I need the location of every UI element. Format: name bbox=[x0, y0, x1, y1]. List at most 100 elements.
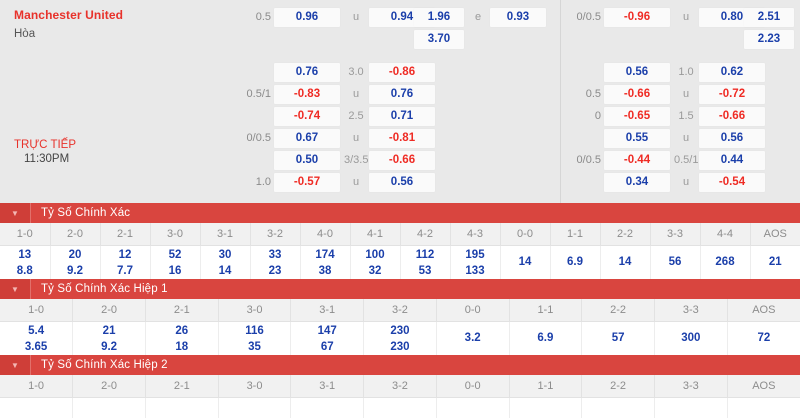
team-name[interactable]: Manchester United bbox=[14, 8, 214, 22]
score-cell-4-4[interactable]: 268 bbox=[700, 246, 750, 280]
score-value-home: 100 bbox=[351, 247, 400, 263]
odds-1x2-away[interactable]: 0.93 bbox=[490, 8, 546, 27]
score-cell-0-0[interactable]: 3.2 bbox=[436, 322, 509, 356]
odds-far-right-top[interactable]: 2.51 bbox=[744, 8, 794, 27]
score-cell-3-2[interactable] bbox=[364, 398, 437, 418]
column-header-2-0: 2-0 bbox=[50, 223, 100, 246]
odds-1x2-draw[interactable]: 3.70 bbox=[414, 30, 464, 49]
score-cell-3-3[interactable]: 300 bbox=[654, 322, 727, 356]
right-odd-a-0[interactable]: -0.96 bbox=[604, 8, 670, 27]
section-header-3[interactable]: ▼Tỷ Số Chính Xác Hiệp 2 bbox=[0, 355, 800, 375]
column-header-1-0: 1-0 bbox=[0, 299, 73, 322]
section-title: Tỷ Số Chính Xác Hiệp 2 bbox=[31, 359, 168, 371]
odds-column-divider bbox=[560, 0, 561, 203]
score-cell-3-1[interactable] bbox=[291, 398, 364, 418]
column-header-2-2: 2-2 bbox=[600, 223, 650, 246]
right-odd-a-6[interactable]: -0.44 bbox=[604, 151, 670, 170]
left-odd-b-4[interactable]: 0.71 bbox=[369, 107, 435, 126]
left-odd-b-6[interactable]: -0.66 bbox=[369, 151, 435, 170]
score-cell-2-0[interactable] bbox=[73, 398, 146, 418]
score-value-away: 38 bbox=[301, 263, 350, 279]
score-cell-3-0[interactable] bbox=[218, 398, 291, 418]
right-odd-a-2[interactable]: 0.56 bbox=[604, 63, 670, 82]
left-odd-b-5[interactable]: -0.81 bbox=[369, 129, 435, 148]
section-header-2[interactable]: ▼Tỷ Số Chính Xác Hiệp 1 bbox=[0, 279, 800, 299]
right-odd-b-6[interactable]: 0.44 bbox=[699, 151, 765, 170]
right-odd-b-7[interactable]: -0.54 bbox=[699, 173, 765, 192]
score-cell-1-1[interactable]: 6.9 bbox=[550, 246, 600, 280]
score-cell-AOS[interactable] bbox=[727, 398, 800, 418]
score-cell-0-0[interactable]: 14 bbox=[500, 246, 550, 280]
left-odd-a-0[interactable]: 0.96 bbox=[274, 8, 340, 27]
right-odd-a-7[interactable]: 0.34 bbox=[604, 173, 670, 192]
right-odd-a-3[interactable]: -0.66 bbox=[604, 85, 670, 104]
score-cell-1-1[interactable] bbox=[509, 398, 582, 418]
chevron-down-icon[interactable]: ▼ bbox=[0, 355, 30, 375]
left-odd-b-2[interactable]: -0.86 bbox=[369, 63, 435, 82]
right-odd-b-5[interactable]: 0.56 bbox=[699, 129, 765, 148]
chevron-down-icon[interactable]: ▼ bbox=[0, 279, 30, 299]
right-flag-0: u bbox=[674, 8, 698, 27]
score-cell-3-3[interactable] bbox=[654, 398, 727, 418]
odds-far-right-bottom[interactable]: 2.23 bbox=[744, 30, 794, 49]
right-odd-b-3[interactable]: -0.72 bbox=[699, 85, 765, 104]
column-header-4-2: 4-2 bbox=[400, 223, 450, 246]
score-cell-2-2[interactable]: 14 bbox=[600, 246, 650, 280]
score-cell-1-0[interactable] bbox=[0, 398, 73, 418]
left-odd-a-3[interactable]: -0.83 bbox=[274, 85, 340, 104]
score-value-home: 112 bbox=[401, 247, 450, 263]
odds-1x2-home[interactable]: 1.96 bbox=[414, 8, 464, 27]
left-odd-a-4[interactable]: -0.74 bbox=[274, 107, 340, 126]
score-cell-2-2[interactable]: 57 bbox=[582, 322, 655, 356]
score-cell-1-1[interactable]: 6.9 bbox=[509, 322, 582, 356]
right-odd-b-4[interactable]: -0.66 bbox=[699, 107, 765, 126]
score-cell-3-3[interactable]: 56 bbox=[650, 246, 700, 280]
score-value-away: 9.2 bbox=[73, 339, 145, 355]
odds-panel: Manchester United Hòa TRỰC TIẾP 11:30PM … bbox=[0, 0, 800, 203]
score-cell-2-1[interactable] bbox=[145, 398, 218, 418]
column-header-3-1: 3-1 bbox=[291, 375, 364, 398]
score-cell-2-2[interactable] bbox=[582, 398, 655, 418]
score-value-away: 7.7 bbox=[101, 263, 150, 279]
left-odd-b-7[interactable]: 0.56 bbox=[369, 173, 435, 192]
score-cell-AOS[interactable]: 21 bbox=[750, 246, 800, 280]
left-odd-b-3[interactable]: 0.76 bbox=[369, 85, 435, 104]
column-header-1-1: 1-1 bbox=[550, 223, 600, 246]
right-odd-a-5[interactable]: 0.55 bbox=[604, 129, 670, 148]
left-odd-a-7[interactable]: -0.57 bbox=[274, 173, 340, 192]
right-flag-7: u bbox=[674, 173, 698, 192]
score-cell-AOS[interactable]: 72 bbox=[727, 322, 800, 356]
left-odd-a-5[interactable]: 0.67 bbox=[274, 129, 340, 148]
column-header-3-0: 3-0 bbox=[218, 299, 291, 322]
chevron-down-icon[interactable]: ▼ bbox=[0, 203, 30, 223]
column-header-2-2: 2-2 bbox=[582, 299, 655, 322]
column-header-2-0: 2-0 bbox=[73, 299, 146, 322]
right-odd-a-4[interactable]: -0.65 bbox=[604, 107, 670, 126]
left-flag-6: 3/3.5 bbox=[344, 151, 368, 170]
section-header-1[interactable]: ▼Tỷ Số Chính Xác bbox=[0, 203, 800, 223]
score-cell-0-0[interactable] bbox=[436, 398, 509, 418]
left-odd-a-2[interactable]: 0.76 bbox=[274, 63, 340, 82]
left-odd-a-6[interactable]: 0.50 bbox=[274, 151, 340, 170]
right-odd-b-2[interactable]: 0.62 bbox=[699, 63, 765, 82]
